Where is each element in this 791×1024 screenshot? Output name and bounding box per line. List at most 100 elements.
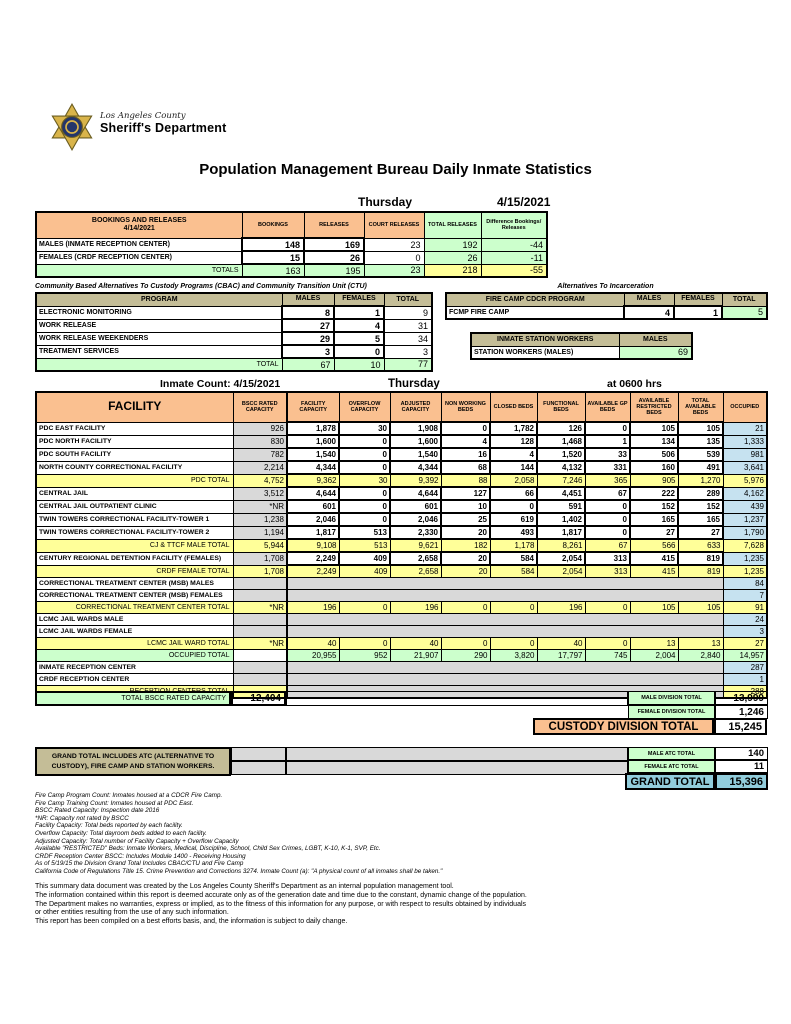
value-cell: 0	[338, 601, 391, 614]
station-workers-row: STATION WORKERS (MALES) 69	[470, 345, 693, 360]
inmate-count-time: at 0600 hrs	[607, 378, 662, 390]
merged-cell	[286, 625, 724, 638]
bscc-cell: 926	[232, 421, 288, 436]
total-label: CJ & TTCF MALE TOTAL	[35, 538, 234, 553]
col-bookings: BOOKINGS	[241, 211, 305, 239]
male-atc-total-row: MALE ATC TOTAL 140	[628, 747, 768, 760]
value-cell: 126	[536, 421, 586, 436]
occupied-cell: 439	[722, 499, 768, 514]
total-label: CORRECTIONAL TREATMENT CENTER TOTAL	[35, 601, 234, 614]
facility-row: INMATE RECEPTION CENTER 287	[35, 661, 768, 674]
value-cell: 0	[338, 460, 391, 475]
footnote-line: Available "RESTRICTED" Beds: Inmate Work…	[35, 845, 381, 853]
value-cell: 7,246	[536, 473, 586, 488]
value-cell: 26	[423, 250, 482, 265]
footnote-line: CRDF Reception Center BSCC: Includes Mod…	[35, 852, 246, 860]
bookings-table: BOOKINGS AND RELEASES 4/14/2021 BOOKINGS…	[35, 211, 548, 278]
value-cell: 9,621	[389, 538, 442, 553]
facility-row: CJ & TTCF MALE TOTAL 5,944 9,108 513 9,621 18…	[35, 538, 768, 553]
station-workers-table: INMATE STATION WORKERS MALES STATION WOR…	[470, 332, 693, 360]
bscc-total-filler	[286, 691, 628, 706]
bookings-totals-row: TOTALS 163 195 23 218 -55	[35, 263, 548, 278]
value-cell: 192	[423, 237, 482, 252]
value-cell: 1,520	[536, 447, 586, 462]
facility-name: CENTURY REGIONAL DETENTION FACILITY (FEM…	[35, 551, 234, 566]
col-facility: FACILITY	[35, 391, 234, 423]
bscc-cell: 782	[232, 447, 288, 462]
value-cell: 68	[440, 460, 491, 475]
bscc-cell: 1,194	[232, 525, 288, 540]
value-cell: 331	[584, 460, 631, 475]
value-cell: 1,817	[536, 525, 586, 540]
value-cell: 0	[489, 637, 538, 650]
value-cell: 40	[286, 637, 340, 650]
value-cell: 0	[489, 499, 538, 514]
value-cell: 165	[629, 512, 679, 527]
col-total: TOTAL	[383, 292, 433, 307]
sheriff-star-icon	[51, 103, 93, 151]
facility-row: PDC SOUTH FACILITY 782 1,540 0 1,540 16 4 1,520…	[35, 447, 768, 462]
total-label: LCMC JAIL WARD TOTAL	[35, 637, 234, 650]
bscc-total-row: TOTAL BSCC RATED CAPACITY 12,404	[35, 691, 628, 706]
value-cell: 9,362	[286, 473, 340, 488]
value-cell: 3,820	[489, 649, 538, 662]
cbac-header-row: PROGRAM MALES FEMALES TOTAL	[35, 292, 433, 307]
fire-camp-row: FCMP FIRE CAMP 4 1 5	[445, 305, 768, 320]
program-label: ELECTRONIC MONITORING	[35, 305, 283, 320]
bscc-cell	[232, 661, 288, 674]
totals-value: 10	[333, 357, 385, 372]
report-date: 4/15/2021	[497, 195, 551, 209]
totals-label: TOTALS	[35, 263, 243, 278]
facility-name: INMATE RECEPTION CENTER	[35, 661, 234, 674]
col-adjusted-capacity: ADJUSTED CAPACITY	[389, 391, 442, 423]
bscc-cell	[232, 625, 288, 638]
facility-name: PDC NORTH FACILITY	[35, 434, 234, 449]
value-cell: 105	[629, 601, 679, 614]
footnote-line: Fire Camp Training Count: Inmates housed…	[35, 799, 194, 807]
facility-row: CRDF RECEPTION CENTER 1	[35, 673, 768, 686]
facility-name: CENTRAL JAIL	[35, 486, 234, 501]
facility-name: CRDF RECEPTION CENTER	[35, 673, 234, 686]
col-difference: Difference Bookings/ Releases	[480, 211, 548, 239]
footnote-line: Fire Camp Program Count: Inmates housed …	[35, 792, 223, 799]
bscc-cell: 1,238	[232, 512, 288, 527]
col-facility-capacity: FACILITY CAPACITY	[286, 391, 340, 423]
value-cell: 4	[623, 305, 675, 320]
female-division-total-value: 1,246	[715, 705, 768, 719]
footnotes: Fire Camp Program Count: Inmates housed …	[35, 792, 442, 876]
occupied-cell: 5,976	[722, 473, 768, 488]
occupied-cell: 1	[722, 673, 768, 686]
value-cell: 26	[303, 250, 365, 265]
col-non-working-beds: NON WORKING BEDS	[440, 391, 491, 423]
value-cell: 1	[584, 434, 631, 449]
gray-cell	[231, 747, 286, 761]
value-cell: 25	[440, 512, 491, 527]
value-cell: 10	[440, 499, 491, 514]
grand-total-value: 15,396	[715, 773, 768, 790]
col-total-releases: TOTAL RELEASES	[423, 211, 482, 239]
male-atc-total-label: MALE ATC TOTAL	[628, 747, 715, 760]
bscc-cell: 5,944	[232, 538, 288, 553]
bscc-cell	[232, 613, 288, 626]
station-workers-value: 69	[618, 345, 693, 360]
value-cell: 0	[584, 421, 631, 436]
value-cell: 513	[338, 525, 391, 540]
value-cell: 0	[338, 637, 391, 650]
occupied-cell: 1,235	[722, 564, 768, 578]
value-cell: 313	[584, 551, 631, 566]
cbac-table: PROGRAM MALES FEMALES TOTAL ELECTRONIC M…	[35, 292, 433, 372]
merged-cell	[286, 613, 724, 626]
facility-row: PDC TOTAL 4,752 9,362 30 9,392 88 2,058 7,246 36…	[35, 473, 768, 488]
value-cell: 633	[677, 538, 724, 553]
value-cell: 0	[584, 601, 631, 614]
facility-row: TWIN TOWERS CORRECTIONAL FACILITY-TOWER …	[35, 512, 768, 527]
value-cell: 21,907	[389, 649, 442, 662]
bscc-total-label: TOTAL BSCC RATED CAPACITY	[35, 691, 231, 706]
value-cell: 165	[677, 512, 724, 527]
footnote-line: BSCC Rated Capacity: Inspection date 201…	[35, 807, 160, 815]
facility-name: TWIN TOWERS CORRECTIONAL FACILITY-TOWER …	[35, 525, 234, 540]
facility-row: LCMC JAIL WARDS FEMALE 3	[35, 625, 768, 638]
total-label: OCCUPIED TOTAL	[35, 649, 234, 662]
col-program: PROGRAM	[35, 292, 283, 307]
occupied-cell: 1,333	[722, 434, 768, 449]
